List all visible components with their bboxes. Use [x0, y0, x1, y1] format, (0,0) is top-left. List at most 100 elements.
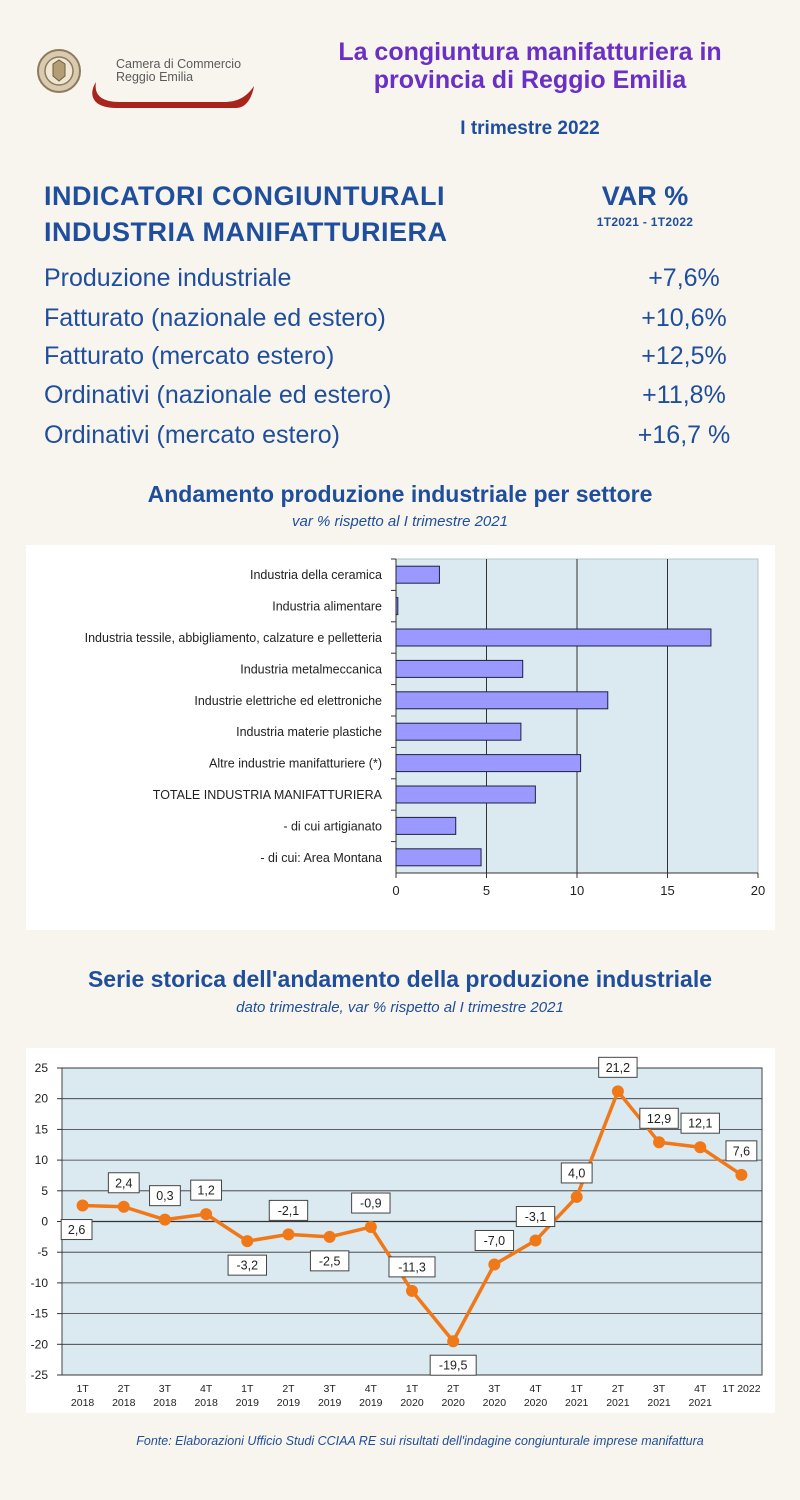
data-label: 12,1	[680, 1112, 720, 1134]
data-label-text: -7,0	[484, 1234, 506, 1248]
bar	[395, 691, 609, 710]
data-label: 21,2	[598, 1056, 638, 1078]
data-label-box	[60, 1219, 93, 1241]
x-tick-label: 2018	[194, 1397, 218, 1409]
x-tick-label: 2019	[318, 1397, 342, 1409]
data-label-box	[351, 1192, 391, 1214]
bar	[395, 722, 522, 741]
y-tick-label: 0	[41, 1215, 48, 1229]
data-label-box	[474, 1229, 515, 1251]
category-label: - di cui artigianato	[283, 819, 382, 833]
title-line-1: La congiuntura manifatturiera in	[338, 38, 722, 66]
x-tick-label: 2020	[441, 1397, 465, 1409]
data-point	[447, 1335, 460, 1348]
y-tick-label: -20	[31, 1337, 49, 1351]
data-label: 4,0	[560, 1162, 593, 1184]
data-point	[406, 1284, 418, 1297]
x-tick-label: 20	[751, 883, 765, 898]
bar	[395, 597, 399, 616]
data-label-text: -3,2	[237, 1259, 259, 1273]
indicator-label: Ordinativi (mercato estero)	[44, 421, 340, 449]
x-tick-label: 3T	[488, 1383, 501, 1395]
data-label: -2,1	[268, 1199, 309, 1221]
x-tick-label: 1T 2022	[722, 1383, 760, 1395]
y-tick-label: 5	[41, 1184, 48, 1198]
x-tick-label: 2020	[483, 1397, 507, 1409]
indicator-value: +11,8%	[642, 381, 726, 409]
page-title: La congiuntura manifatturiera in provinc…	[290, 38, 770, 94]
logo-line-2: Reggio Emilia	[116, 70, 194, 84]
data-point	[158, 1213, 171, 1226]
data-label-text: 7,6	[733, 1144, 750, 1158]
data-label: 1,2	[190, 1179, 223, 1201]
x-tick-label: 2019	[236, 1397, 260, 1409]
y-tick-label: -5	[37, 1245, 48, 1259]
bar	[395, 754, 582, 773]
x-tick-label: 0	[392, 883, 399, 898]
data-label-box	[190, 1179, 223, 1201]
data-point	[241, 1235, 254, 1248]
x-tick-label: 2021	[565, 1397, 589, 1409]
data-label-box	[309, 1250, 350, 1272]
data-label-box	[560, 1162, 593, 1184]
logo-text: Camera di Commercio Reggio Emilia	[116, 58, 241, 84]
y-tick-label: -10	[31, 1276, 49, 1290]
data-label: 2,6	[60, 1219, 93, 1241]
period-label: I trimestre 2022	[460, 118, 600, 139]
data-label-text: 2,4	[115, 1176, 132, 1190]
x-tick-label: 2T	[282, 1383, 295, 1395]
indicator-label: Produzione industriale	[44, 264, 292, 292]
data-label-box	[429, 1354, 477, 1376]
x-tick-label: 10	[570, 883, 584, 898]
data-label: 7,6	[725, 1140, 758, 1162]
category-label: Industria alimentare	[272, 600, 382, 614]
indicator-value: +10,6%	[641, 304, 727, 332]
data-label-text: -2,1	[278, 1204, 300, 1218]
data-label-text: -0,9	[360, 1197, 382, 1211]
data-point	[735, 1168, 748, 1181]
data-point	[117, 1200, 130, 1213]
data-label: -3,1	[515, 1206, 556, 1228]
x-tick-label: 2T	[118, 1383, 131, 1395]
series-chart-title: Serie storica dell'andamento della produ…	[87, 966, 713, 992]
indicators-heading: INDICATORI CONGIUNTURALI INDUSTRIA MANIF…	[44, 178, 447, 250]
data-label-text: -19,5	[439, 1359, 468, 1373]
data-point	[694, 1141, 707, 1154]
data-label-text: 2,6	[68, 1223, 85, 1237]
data-point	[529, 1234, 542, 1247]
y-tick-label: 15	[35, 1122, 49, 1136]
data-label: -19,5	[429, 1354, 477, 1376]
data-label: 0,3	[149, 1185, 181, 1207]
seal-logo-icon	[37, 49, 81, 93]
data-label-text: 21,2	[606, 1061, 630, 1075]
x-tick-label: 2020	[524, 1397, 548, 1409]
data-label-box	[107, 1172, 140, 1194]
title-line-2: provincia di Reggio Emilia	[373, 66, 687, 94]
data-label-box	[725, 1140, 758, 1162]
series-line-chart-svg: 25 20 15 10 5 0 -5 -10 -15 -20 -25 1T 2018 2T 2018 3T 20…	[31, 1056, 763, 1409]
data-label: -0,9	[351, 1192, 391, 1214]
data-label-box	[149, 1185, 181, 1207]
x-tick-label: 3T	[159, 1383, 172, 1395]
x-tick-label: 2T	[612, 1383, 625, 1395]
data-label: -7,0	[474, 1229, 515, 1251]
x-tick-label: 2021	[606, 1397, 630, 1409]
sector-chart-subtitle: var % rispetto al I trimestre 2021	[292, 513, 508, 530]
indicator-value: +7,6%	[648, 264, 720, 292]
data-label-box	[598, 1056, 638, 1078]
data-label-text: 1,2	[197, 1184, 214, 1198]
x-tick-label: 5	[483, 883, 490, 898]
data-label: -2,5	[309, 1250, 350, 1272]
data-label-box	[639, 1107, 679, 1129]
data-point	[323, 1230, 336, 1243]
x-tick-label: 1T	[76, 1383, 89, 1395]
data-label-box	[227, 1254, 267, 1276]
data-label-text: 0,3	[156, 1189, 173, 1203]
x-tick-label: 2018	[153, 1397, 177, 1409]
x-tick-label: 15	[660, 883, 674, 898]
indicator-row: Fatturato (nazionale ed estero) +10,6%	[44, 304, 727, 342]
indicator-row: Produzione industriale +7,6%	[44, 264, 724, 302]
data-label-text: -3,1	[525, 1210, 547, 1224]
series-line-chart: 25 20 15 10 5 0 -5 -10 -15 -20 -25 1T 2018 2T 2018 3T 20…	[26, 1048, 775, 1413]
category-label: Industria metalmeccanica	[240, 662, 382, 676]
